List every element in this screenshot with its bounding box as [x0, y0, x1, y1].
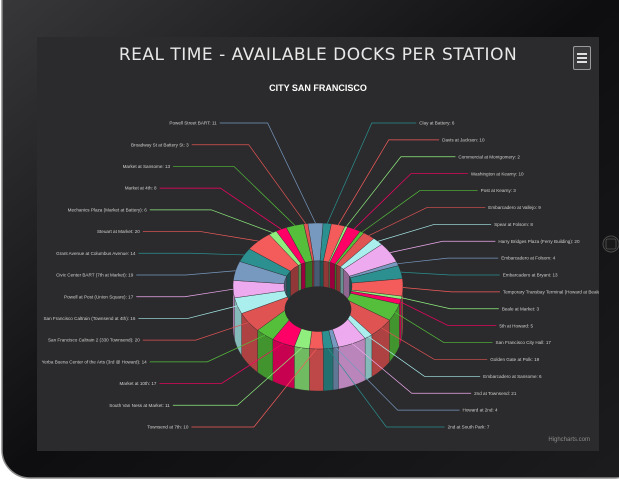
- chart-title: REAL TIME - AVAILABLE DOCKS PER STATION: [118, 45, 518, 65]
- chart-subtitle: CITY SAN FRANCISCO: [269, 83, 367, 93]
- data-label: 5th at Howard: 5: [499, 323, 533, 328]
- data-label: Mechanics Plaza (Market at Battery): 6: [68, 207, 148, 212]
- label-connector: [335, 347, 460, 411]
- data-label: South Van Ness at Market: 11: [109, 403, 170, 408]
- donut-slice-side: [332, 346, 339, 391]
- data-label: Temporary Transbay Terminal (Howard at B…: [503, 289, 599, 294]
- data-label: Powell at Post (Union Square): 17: [64, 294, 134, 299]
- data-label: Harry Bridges Plaza (Ferry Building): 20: [498, 239, 580, 244]
- label-connector: [346, 156, 456, 227]
- data-label: San Francisco Caltrain (Townsend at 4th)…: [43, 316, 135, 321]
- data-label: Market at 10th: 17: [119, 381, 156, 386]
- label-connector: [368, 207, 486, 236]
- label-connector: [138, 305, 238, 319]
- donut-hole: [284, 286, 352, 332]
- data-label: Beale at Market: 3: [502, 306, 540, 311]
- data-label: Civic Center BART (7th at Market): 19: [56, 273, 134, 278]
- data-label: Townsend at 7th: 10: [147, 425, 189, 430]
- label-connector: [136, 270, 236, 276]
- label-connector: [142, 231, 259, 242]
- data-label: Broadway St at Battery St: 3: [131, 142, 189, 147]
- data-label: Powell Street BART: 11: [169, 121, 217, 126]
- donut-chart: Clay at Battery: 6 Davis at Jackson: 10 Co…: [42, 121, 599, 430]
- chart-screen: REAL TIME - AVAILABLE DOCKS PER STATION …: [37, 37, 599, 451]
- data-label: Embarcadero at Folsom: 4: [501, 256, 556, 261]
- label-connector: [381, 327, 488, 360]
- data-label: San Francisco Caltrain 2 (330 Townsend):…: [48, 338, 140, 343]
- label-connector: [138, 252, 245, 256]
- label-connector: [149, 209, 273, 234]
- data-label: Market at 4th: 8: [125, 186, 157, 191]
- data-label: Davis at Jackson: 10: [442, 137, 485, 142]
- label-connector: [136, 288, 234, 298]
- label-connector: [394, 312, 493, 343]
- data-label: Commercial at Montgomery: 2: [458, 154, 520, 159]
- label-connector: [402, 287, 500, 293]
- donut-slice-side: [294, 346, 310, 391]
- data-label: 2nd at Townsend: 21: [474, 391, 517, 396]
- data-label: Spear at Folsom: 8: [494, 222, 533, 227]
- data-label: Washington at Kearny: 10: [471, 171, 524, 176]
- data-label: Golden Gate at Polk: 19: [490, 357, 539, 362]
- label-connector: [397, 257, 499, 265]
- label-connector: [389, 240, 496, 253]
- donut-slice-side: [323, 347, 334, 392]
- data-label: Clay at Battery: 6: [419, 121, 455, 126]
- data-label: Market at Sansome: 13: [123, 164, 171, 169]
- data-label: San Francisco City Hall: 17: [496, 340, 552, 345]
- data-label: Howard at 2nd: 4: [463, 408, 498, 413]
- label-connector: [353, 173, 468, 230]
- label-connector: [361, 190, 478, 233]
- label-connector: [401, 297, 499, 310]
- home-button[interactable]: [602, 235, 619, 253]
- label-connector: [142, 322, 249, 341]
- label-connector: [400, 271, 500, 276]
- label-connector: [173, 166, 296, 226]
- label-connector: [400, 301, 497, 327]
- data-label: Embarcadero at Bryant: 13: [503, 273, 558, 278]
- label-connector: [159, 343, 284, 384]
- hamburger-menu-icon[interactable]: [573, 46, 591, 70]
- label-connector: [191, 144, 307, 224]
- data-label: Embarcadero at Sansome: 6: [483, 374, 542, 379]
- label-connector: [191, 348, 317, 428]
- data-label: Grant Avenue at Columbus Avenue: 14: [56, 251, 136, 256]
- label-connector: [159, 187, 282, 230]
- data-label: Yerba Buena Center of the Arts (3rd @ Ho…: [42, 359, 148, 364]
- label-connector: [172, 347, 303, 406]
- label-connector: [327, 348, 445, 428]
- label-connector: [219, 122, 316, 224]
- data-label: Steuart at Market: 20: [97, 229, 140, 234]
- label-connector: [326, 122, 417, 224]
- label-connector: [337, 139, 440, 225]
- label-connector: [352, 343, 472, 394]
- credits-link[interactable]: Highcharts.com: [548, 437, 590, 443]
- donut-slice[interactable]: [303, 223, 315, 262]
- label-connector: [368, 336, 481, 377]
- data-label: Post at Kearny: 3: [481, 188, 517, 193]
- data-label: 2nd at South Park: 7: [448, 425, 490, 430]
- label-connector: [377, 223, 492, 242]
- label-connector: [149, 334, 265, 363]
- data-label: Embarcadero at Vallejo: 9: [488, 205, 541, 210]
